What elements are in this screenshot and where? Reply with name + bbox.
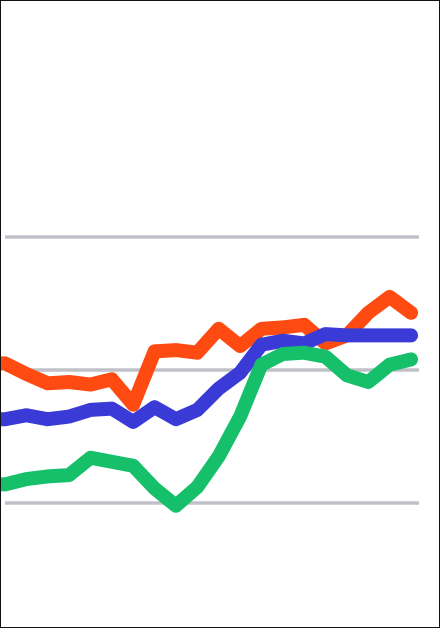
series-line-1 xyxy=(1,289,418,412)
series-lines xyxy=(1,289,418,513)
